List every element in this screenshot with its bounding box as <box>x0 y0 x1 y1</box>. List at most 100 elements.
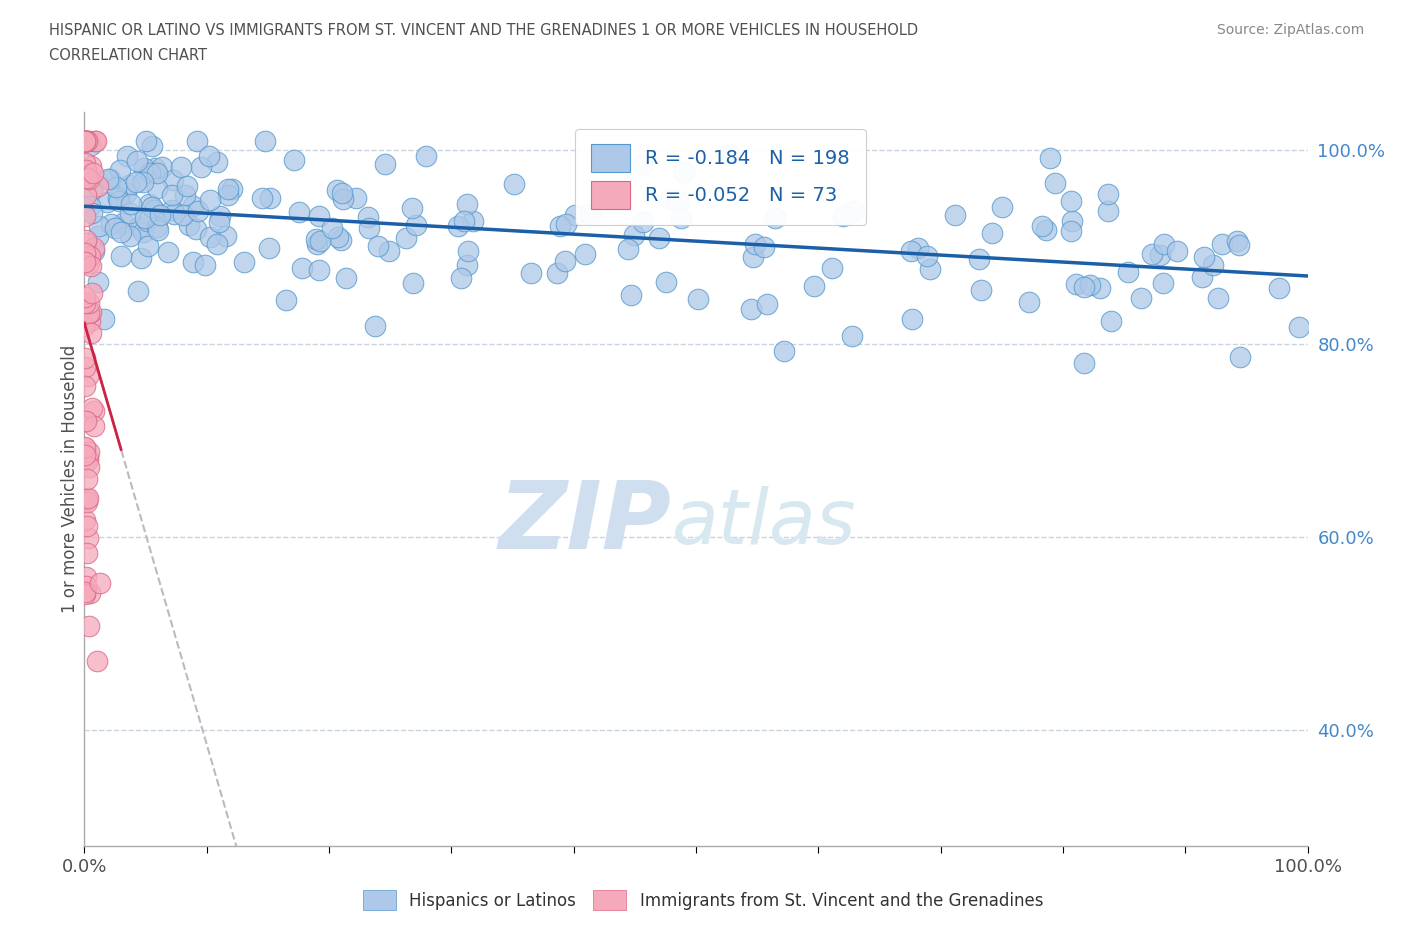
Point <box>98 172 121 187</box>
Point <box>73 250 96 265</box>
Point <box>97 172 120 187</box>
Point <box>554 254 576 269</box>
Point <box>232 255 254 270</box>
Point <box>75 133 97 148</box>
Point <box>76 133 98 148</box>
Point <box>76 519 98 534</box>
Point <box>73 208 96 223</box>
Point <box>179 218 201 232</box>
Point <box>75 233 97 248</box>
Point <box>73 255 96 270</box>
Point <box>209 208 232 223</box>
Point <box>82 166 104 180</box>
Text: Source: ZipAtlas.com: Source: ZipAtlas.com <box>1216 23 1364 37</box>
Point <box>89 576 111 591</box>
Point <box>1166 244 1188 259</box>
Point <box>104 179 127 194</box>
Point <box>257 241 280 256</box>
Point <box>86 654 108 669</box>
Point <box>172 207 194 222</box>
Point <box>253 133 276 148</box>
Point <box>186 204 208 219</box>
Point <box>141 139 163 153</box>
Point <box>1060 214 1083 229</box>
Point <box>740 301 762 316</box>
Point <box>73 246 96 260</box>
Point <box>1288 320 1310 335</box>
Point <box>841 329 863 344</box>
Point <box>114 185 136 200</box>
Point <box>453 214 475 229</box>
Point <box>547 266 569 281</box>
Point <box>631 215 654 230</box>
Point <box>717 148 740 163</box>
Point <box>259 190 281 205</box>
Point <box>217 188 239 203</box>
Point <box>1226 233 1249 248</box>
Point <box>900 312 922 326</box>
Point <box>1211 237 1233 252</box>
Point <box>1191 270 1213 285</box>
Point <box>163 206 186 221</box>
Point <box>395 231 418 246</box>
Point <box>83 404 105 418</box>
Point <box>107 191 129 206</box>
Point <box>80 206 103 220</box>
Point <box>86 179 108 193</box>
Point <box>1078 278 1101 293</box>
Point <box>75 587 97 602</box>
Point <box>326 230 349 245</box>
Point <box>415 149 437 164</box>
Point <box>1035 222 1057 237</box>
Point <box>630 157 652 172</box>
Point <box>1116 265 1139 280</box>
Point <box>75 236 97 251</box>
Y-axis label: 1 or more Vehicles in Household: 1 or more Vehicles in Household <box>62 345 80 613</box>
Point <box>1267 280 1289 295</box>
Point <box>110 163 132 178</box>
Point <box>176 179 198 193</box>
Point <box>1140 246 1163 261</box>
Point <box>579 206 602 221</box>
Point <box>76 531 98 546</box>
Point <box>125 174 148 189</box>
Point <box>77 171 100 186</box>
Point <box>77 618 100 633</box>
Point <box>77 256 100 271</box>
Point <box>991 200 1014 215</box>
Point <box>162 172 184 187</box>
Point <box>77 459 100 474</box>
Point <box>79 326 101 340</box>
Point <box>134 161 156 176</box>
Point <box>80 138 103 153</box>
Point <box>658 192 681 206</box>
Point <box>128 219 150 234</box>
Point <box>77 453 100 468</box>
Point <box>73 447 96 462</box>
Point <box>970 283 993 298</box>
Point <box>181 255 204 270</box>
Point <box>129 250 152 265</box>
Point <box>143 161 166 176</box>
Text: CORRELATION CHART: CORRELATION CHART <box>49 48 207 63</box>
Point <box>288 205 311 219</box>
Point <box>76 249 98 264</box>
Point <box>80 159 103 174</box>
Point <box>134 210 156 225</box>
Point <box>87 219 110 233</box>
Point <box>1043 176 1066 191</box>
Point <box>669 210 692 225</box>
Point <box>447 219 470 233</box>
Point <box>79 296 101 311</box>
Point <box>456 196 478 211</box>
Point <box>190 160 212 175</box>
Point <box>308 233 330 248</box>
Point <box>647 230 669 245</box>
Point <box>186 133 208 148</box>
Point <box>160 203 183 218</box>
Point <box>118 228 141 243</box>
Point <box>574 246 596 261</box>
Point <box>75 413 97 428</box>
Point <box>84 133 107 148</box>
Point <box>198 230 221 245</box>
